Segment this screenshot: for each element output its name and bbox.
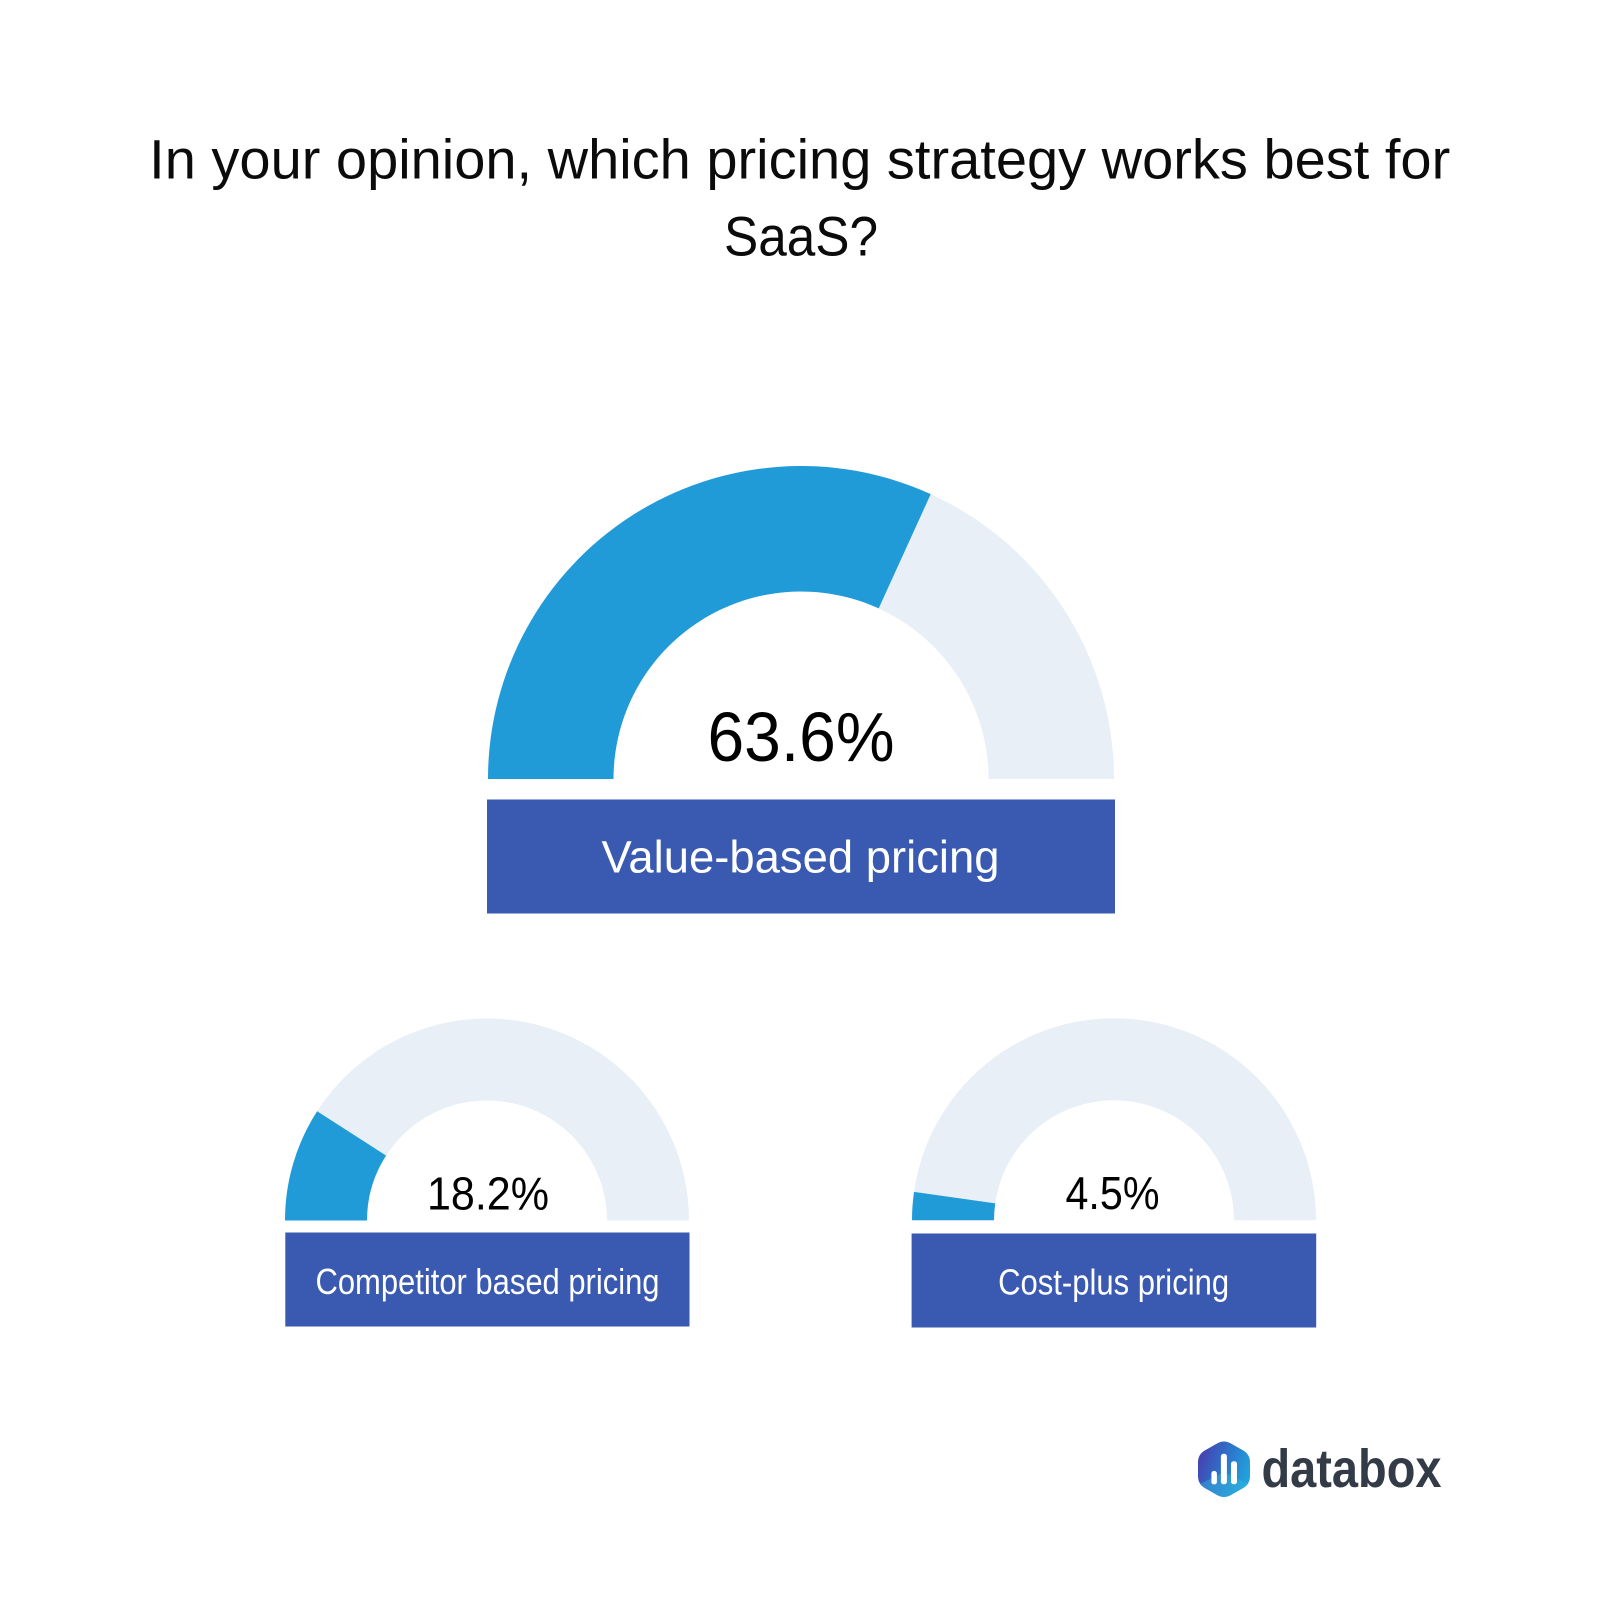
svg-text:18.2%: 18.2% bbox=[427, 1167, 549, 1219]
svg-text:Value-based pricing: Value-based pricing bbox=[602, 831, 1000, 882]
svg-text:63.6%: 63.6% bbox=[708, 698, 895, 776]
svg-text:In your opinion, which pricing: In your opinion, which pricing strategy … bbox=[149, 127, 1450, 190]
svg-text:SaaS?: SaaS? bbox=[724, 205, 878, 268]
svg-text:4.5%: 4.5% bbox=[1066, 1167, 1160, 1219]
svg-text:databox: databox bbox=[1262, 1439, 1442, 1499]
svg-text:Cost-plus pricing: Cost-plus pricing bbox=[998, 1262, 1229, 1303]
svg-text:Competitor based pricing: Competitor based pricing bbox=[316, 1261, 660, 1302]
